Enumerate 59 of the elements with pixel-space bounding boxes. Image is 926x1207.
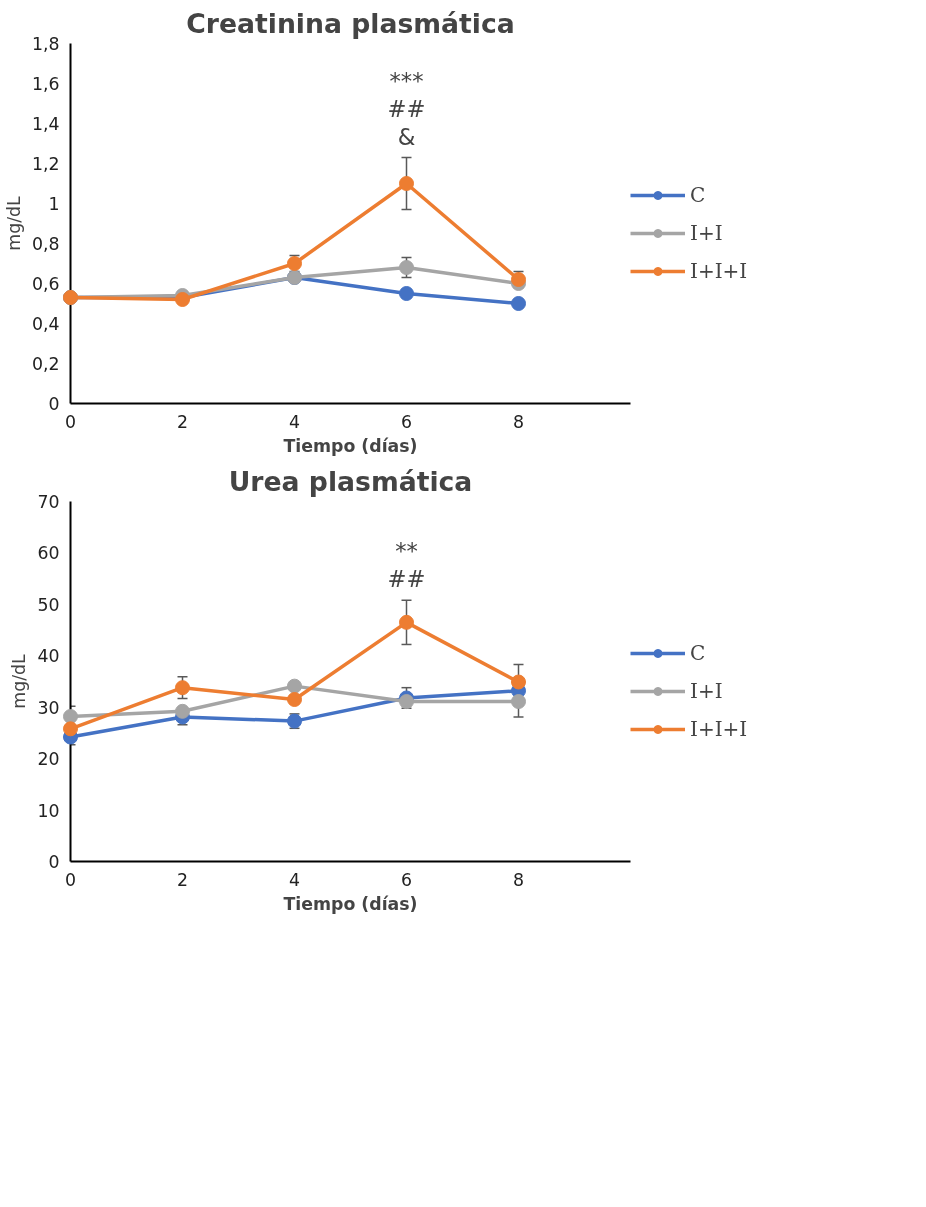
y-tick-label: 0,8 — [31, 234, 60, 254]
y-tick-label: 0 — [48, 394, 60, 414]
y-tick-label: 0,4 — [31, 314, 60, 334]
x-tick-label: 2 — [176, 411, 189, 432]
x-axis-title: Tiempo (días) — [283, 435, 418, 456]
x-tick-label: 4 — [288, 869, 301, 890]
y-tick-label: 10 — [37, 800, 60, 821]
y-tick-label: 1,4 — [31, 114, 60, 134]
y-tick-label: 30 — [37, 697, 60, 718]
point — [63, 721, 78, 737]
legend-label: I+I — [690, 221, 723, 245]
x-tick-label: 6 — [400, 411, 413, 432]
x-tick-label: 0 — [64, 411, 77, 432]
point — [175, 680, 190, 696]
x-tick-label: 0 — [64, 869, 77, 890]
chart-title: Creatinina plasmática — [186, 7, 515, 39]
point — [287, 678, 302, 694]
point — [287, 692, 302, 707]
annotation: ## — [387, 95, 426, 122]
point — [399, 614, 414, 630]
point — [175, 703, 190, 719]
x-tick-label: 8 — [512, 411, 525, 432]
point — [399, 260, 414, 275]
point — [511, 296, 526, 311]
y-tick-label: 60 — [37, 543, 60, 564]
y-tick-label: 0 — [48, 852, 60, 872]
annotation: ## — [387, 566, 426, 593]
legend-label: I+I — [690, 679, 723, 703]
x-tick-label: 6 — [400, 869, 413, 890]
y-tick-label: 20 — [37, 749, 60, 770]
annotation: ** — [395, 538, 418, 565]
y-tick-label: 1,6 — [31, 74, 60, 94]
annotation: & — [397, 123, 416, 150]
point — [399, 286, 414, 301]
point — [63, 708, 78, 724]
y-tick-label: 40 — [37, 646, 60, 667]
x-axis-title: Tiempo (días) — [283, 893, 418, 914]
annotation: *** — [389, 67, 424, 94]
legend-label: C — [690, 183, 707, 207]
point — [399, 176, 414, 191]
y-tick-label: 1,8 — [31, 34, 60, 54]
y-axis-title: mg/dL — [3, 195, 24, 251]
x-tick-label: 2 — [176, 869, 189, 890]
point — [511, 674, 526, 690]
y-tick-label: 1,2 — [31, 154, 60, 174]
y-tick-label: 50 — [37, 594, 60, 615]
legend-label: C — [690, 641, 707, 665]
legend-label: I+I+I — [690, 717, 748, 741]
y-axis-title: mg/dL — [9, 653, 30, 709]
y-tick-label: 0,6 — [31, 274, 60, 294]
y-tick-label: 0,2 — [31, 354, 60, 374]
y-tick-label: 70 — [37, 492, 60, 512]
point — [399, 694, 414, 710]
legend-label: I+I+I — [690, 259, 748, 283]
y-tick-label: 1 — [48, 194, 60, 214]
point — [511, 694, 526, 710]
x-tick-label: 8 — [512, 869, 525, 890]
x-tick-label: 4 — [288, 411, 301, 432]
chart-title: Urea plasmática — [228, 465, 473, 497]
